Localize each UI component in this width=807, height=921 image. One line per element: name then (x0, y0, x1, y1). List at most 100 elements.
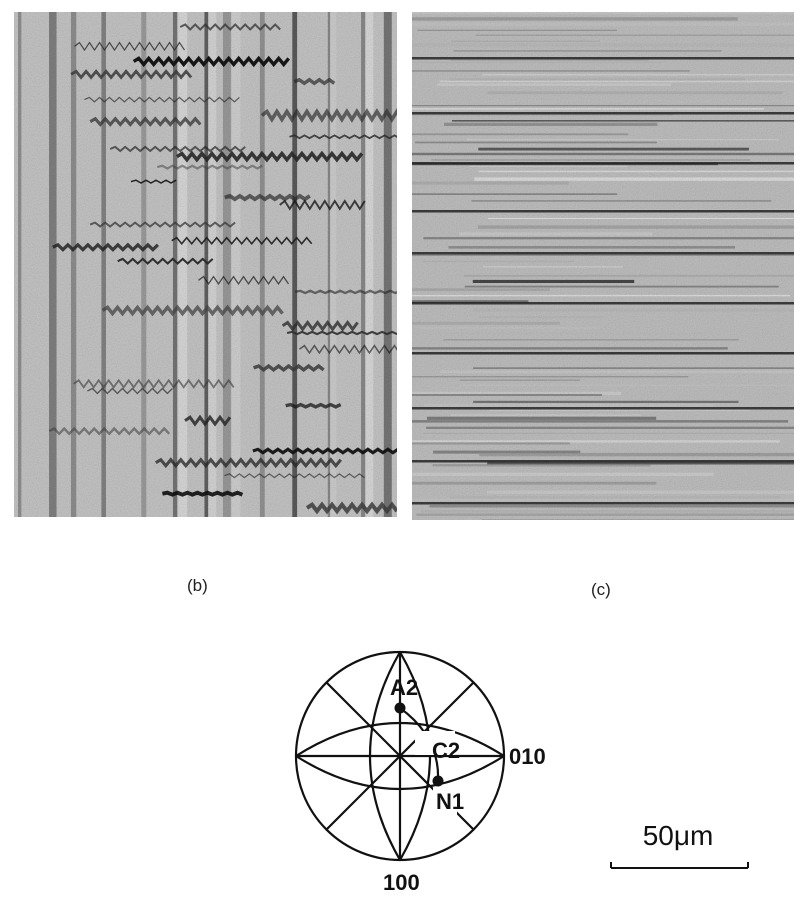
texture-column (383, 12, 392, 517)
texture-band (74, 41, 185, 52)
texture-striation (422, 432, 794, 434)
texture-striation (440, 370, 794, 374)
texture-striation (412, 294, 790, 297)
texture-column (361, 12, 366, 517)
texture-striation (422, 260, 575, 263)
scale-bar: 50μm (608, 820, 753, 880)
meridian-right (399, 651, 432, 861)
texture-band (157, 164, 263, 170)
texture-striation (412, 108, 764, 110)
diagonal-diameter-2 (325, 681, 475, 831)
texture-striation (471, 200, 772, 202)
scale-bar-line (610, 862, 749, 869)
texture-band (305, 501, 397, 515)
texture-striation (479, 452, 794, 457)
texture-band (294, 289, 397, 295)
texture-striation (443, 339, 739, 341)
texture-striation (462, 446, 683, 448)
texture-striation (473, 400, 739, 403)
texture-striation-dark (412, 302, 794, 305)
texture-column (204, 12, 209, 517)
texture-striation (470, 130, 755, 132)
texture-striation (412, 481, 657, 485)
texture-striation (479, 361, 640, 363)
texture-striation (412, 347, 728, 350)
n1-label-backing (433, 787, 457, 815)
texture-striation (412, 288, 550, 291)
texture-striation-dark (412, 112, 794, 115)
texture-band (109, 145, 246, 153)
texture-striation-dark (412, 460, 794, 463)
caption-c: (c) (591, 580, 611, 599)
texture-striation-dark (412, 210, 794, 213)
texture-column (222, 12, 231, 517)
texture-striation (427, 416, 657, 420)
texture-striation (487, 461, 794, 465)
texture-band (252, 447, 397, 455)
pole-label-c: C2 (432, 738, 460, 763)
texture-striation (459, 232, 653, 236)
texture-striation (486, 490, 794, 494)
micrograph-b (14, 12, 397, 517)
texture-striation (412, 70, 690, 72)
texture-band (130, 179, 177, 184)
texture-band (175, 150, 364, 163)
texture-band (89, 116, 202, 127)
texture-striation-dark (412, 352, 794, 355)
texture-striation (478, 170, 794, 173)
texture-band (293, 77, 336, 86)
micrograph-c (412, 12, 794, 520)
texture-striation (412, 321, 560, 325)
great-circle-lower (295, 755, 505, 791)
texture-striation (412, 181, 569, 185)
texture-column (70, 12, 77, 517)
texture-striation (415, 141, 657, 144)
texture-striation (489, 409, 751, 411)
texture-column (101, 12, 106, 517)
texture-column-light (330, 12, 337, 517)
texture-striation (431, 159, 751, 161)
texture-striation (475, 34, 794, 36)
texture-column-light (366, 12, 374, 517)
pole-label-n: N1 (436, 789, 464, 814)
texture-band (224, 473, 365, 479)
texture-striation (487, 99, 794, 103)
texture-striation (478, 225, 794, 229)
texture-striation (412, 354, 775, 358)
texture-striation (424, 403, 714, 407)
texture-striation (412, 440, 780, 443)
stereographic-projection: A2 C2 N1 010 100 (294, 650, 546, 895)
meridian-left (368, 651, 401, 861)
texture-striation (449, 78, 746, 81)
texture-band (162, 490, 244, 497)
caption-b: (b) (187, 576, 208, 595)
texture-striation (474, 177, 794, 181)
texture-band (184, 414, 232, 427)
texture-striation (412, 152, 794, 156)
texture-striation (463, 274, 794, 277)
texture-striation (482, 73, 794, 76)
texture-column (141, 12, 147, 517)
texture-striation (412, 105, 794, 107)
texture-striation (412, 12, 794, 15)
texture-striation (426, 426, 794, 429)
texture-striation (418, 327, 598, 329)
texture-band (155, 457, 342, 469)
texture-band (101, 304, 284, 317)
texture-striation (466, 139, 779, 141)
texture-band (132, 55, 291, 68)
texture-column (18, 12, 22, 517)
texture-striation (412, 332, 703, 335)
texture-striation (479, 316, 604, 319)
texture-striation-dark (412, 162, 794, 165)
c2-label-backing (415, 731, 455, 755)
texture-striation-dark (412, 252, 794, 255)
texture-striation-dark (412, 57, 794, 60)
texture-striation (412, 193, 618, 195)
texture-striation (412, 394, 603, 396)
texture-striation (421, 510, 794, 513)
pole-label-a: A2 (390, 675, 418, 700)
texture-band (281, 319, 359, 332)
texture-striation (450, 414, 641, 416)
texture-band (224, 193, 311, 202)
